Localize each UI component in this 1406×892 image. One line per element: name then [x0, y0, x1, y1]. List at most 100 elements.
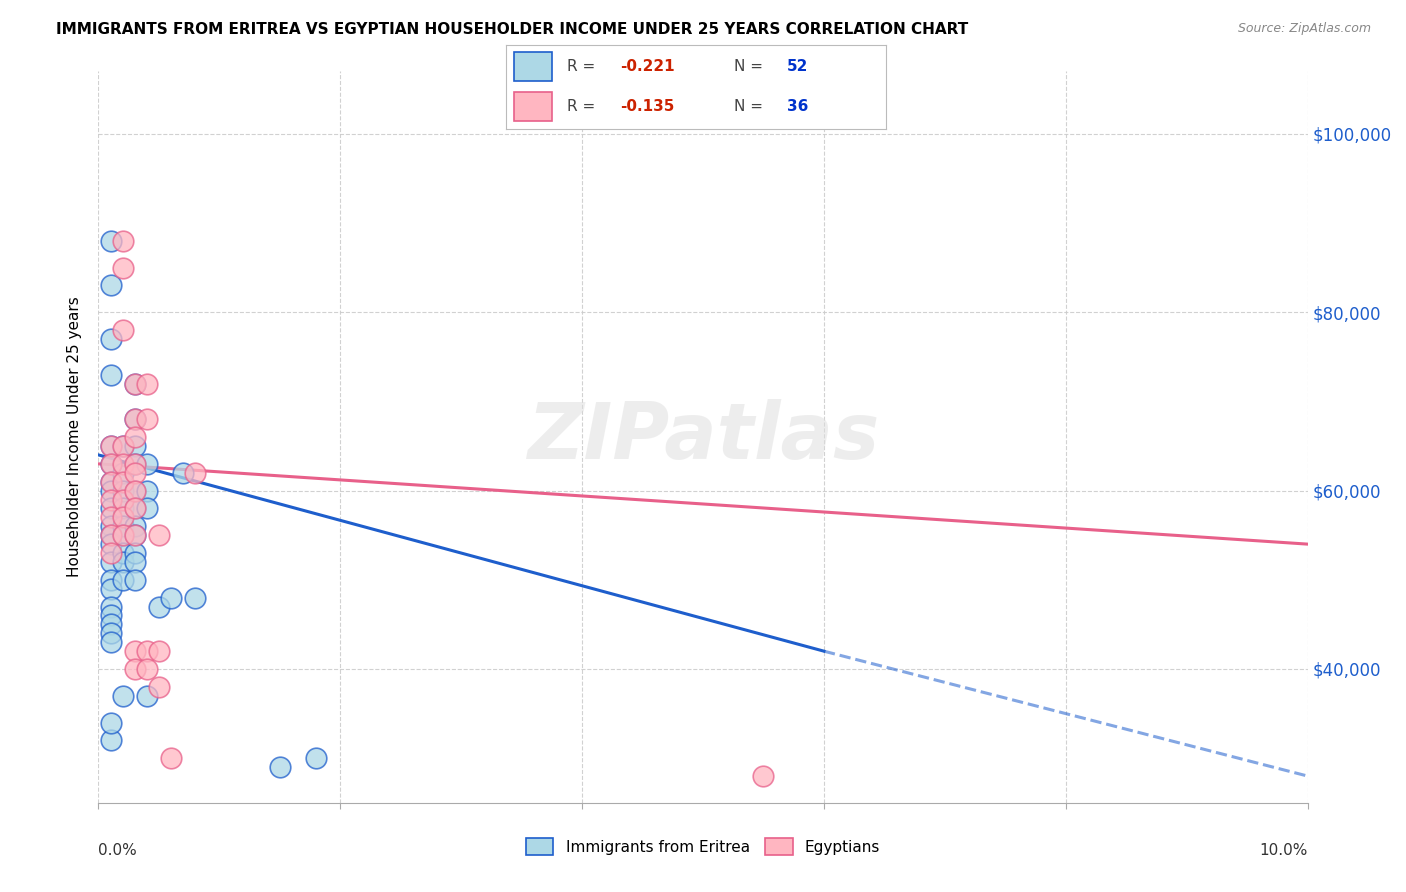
Point	[100, 457, 122, 471]
Legend: Immigrants from Eritrea, Egyptians: Immigrants from Eritrea, Egyptians	[520, 832, 886, 861]
Point	[160, 751, 183, 765]
Point	[124, 457, 146, 471]
Point	[111, 546, 134, 560]
Text: 0.0%: 0.0%	[98, 843, 138, 858]
Point	[124, 644, 146, 658]
Point	[148, 599, 170, 614]
Point	[184, 591, 207, 605]
Point	[100, 519, 122, 533]
Point	[100, 546, 122, 560]
Point	[100, 635, 122, 649]
Point	[124, 412, 146, 426]
Point	[100, 457, 122, 471]
FancyBboxPatch shape	[513, 92, 551, 120]
Point	[100, 439, 122, 453]
Point	[172, 466, 194, 480]
Point	[135, 501, 157, 516]
Point	[124, 483, 146, 498]
Point	[111, 323, 134, 337]
Point	[100, 475, 122, 489]
Point	[100, 608, 122, 623]
Point	[111, 573, 134, 587]
Text: 52: 52	[787, 59, 808, 74]
Text: R =: R =	[567, 59, 600, 74]
Point	[111, 528, 134, 542]
Point	[111, 492, 134, 507]
Point	[184, 466, 207, 480]
Point	[100, 599, 122, 614]
Point	[124, 662, 146, 676]
Point	[100, 733, 122, 747]
Text: -0.135: -0.135	[620, 99, 675, 114]
Point	[124, 483, 146, 498]
Point	[100, 582, 122, 596]
Point	[135, 412, 157, 426]
Point	[100, 501, 122, 516]
Point	[100, 537, 122, 551]
Point	[100, 234, 122, 248]
Point	[135, 662, 157, 676]
Point	[111, 234, 134, 248]
Point	[269, 760, 291, 774]
FancyBboxPatch shape	[513, 53, 551, 81]
Point	[111, 501, 134, 516]
Point	[124, 457, 146, 471]
Point	[100, 510, 122, 524]
Point	[100, 528, 122, 542]
Point	[111, 439, 134, 453]
Point	[100, 332, 122, 346]
Point	[148, 680, 170, 694]
Point	[124, 466, 146, 480]
Point	[124, 528, 146, 542]
Text: 36: 36	[787, 99, 808, 114]
Point	[111, 439, 134, 453]
Point	[111, 475, 134, 489]
Point	[305, 751, 328, 765]
Point	[100, 573, 122, 587]
Point	[135, 689, 157, 703]
Point	[135, 376, 157, 391]
Point	[124, 555, 146, 569]
Point	[111, 466, 134, 480]
Point	[100, 475, 122, 489]
Point	[100, 528, 122, 542]
Point	[100, 368, 122, 382]
Text: -0.221: -0.221	[620, 59, 675, 74]
Point	[135, 457, 157, 471]
Point	[148, 644, 170, 658]
Point	[124, 528, 146, 542]
Point	[124, 412, 146, 426]
Point	[111, 689, 134, 703]
Point	[100, 555, 122, 569]
Point	[100, 483, 122, 498]
Point	[111, 555, 134, 569]
Point	[124, 430, 146, 444]
Point	[124, 519, 146, 533]
Point	[111, 519, 134, 533]
Point	[124, 501, 146, 516]
Point	[124, 546, 146, 560]
Text: ZIPatlas: ZIPatlas	[527, 399, 879, 475]
Point	[100, 626, 122, 640]
Text: Source: ZipAtlas.com: Source: ZipAtlas.com	[1237, 22, 1371, 36]
Point	[752, 769, 775, 783]
Point	[111, 483, 134, 498]
Point	[111, 457, 134, 471]
Point	[111, 528, 134, 542]
Point	[100, 617, 122, 632]
Point	[100, 278, 122, 293]
Point	[100, 439, 122, 453]
Point	[124, 439, 146, 453]
Point	[135, 644, 157, 658]
Text: N =: N =	[734, 99, 768, 114]
Text: N =: N =	[734, 59, 768, 74]
Point	[148, 528, 170, 542]
Text: R =: R =	[567, 99, 600, 114]
Point	[124, 376, 146, 391]
Point	[135, 483, 157, 498]
Y-axis label: Householder Income Under 25 years: Householder Income Under 25 years	[66, 297, 82, 577]
Point	[100, 715, 122, 730]
Text: IMMIGRANTS FROM ERITREA VS EGYPTIAN HOUSEHOLDER INCOME UNDER 25 YEARS CORRELATIO: IMMIGRANTS FROM ERITREA VS EGYPTIAN HOUS…	[56, 22, 969, 37]
Point	[124, 376, 146, 391]
Point	[160, 591, 183, 605]
